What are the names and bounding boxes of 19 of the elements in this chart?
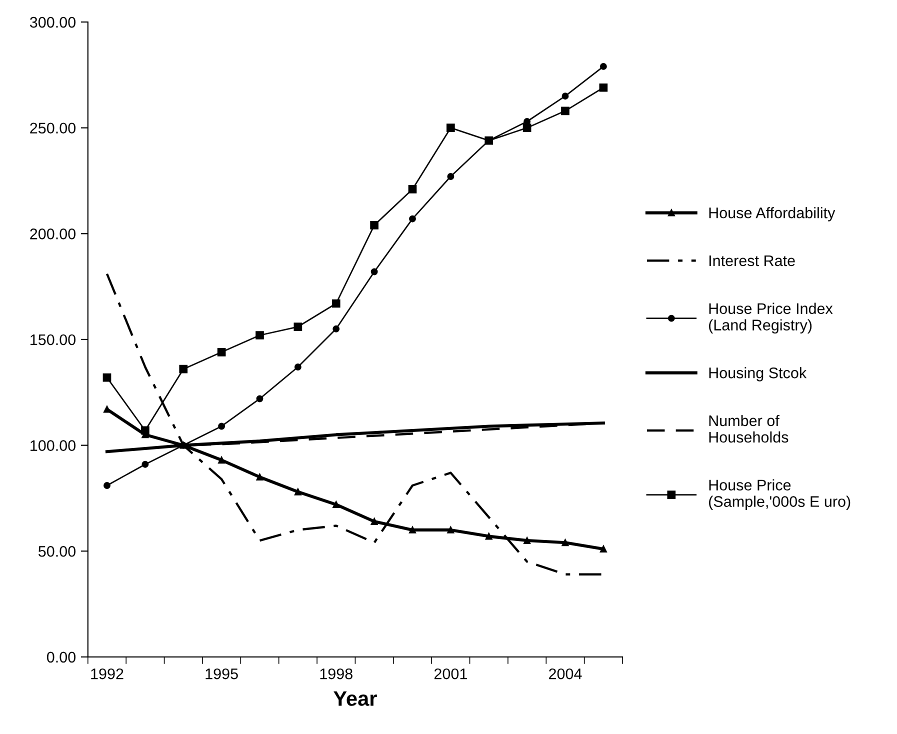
legend-label: Number of Households bbox=[709, 414, 788, 443]
x-tick-label: 1998 bbox=[320, 668, 352, 680]
x-tick-label: 1995 bbox=[206, 668, 238, 680]
y-tick-label: 0.00 bbox=[46, 652, 76, 663]
legend-label: Housing Stcok bbox=[709, 367, 807, 382]
x-tick-label: 2004 bbox=[549, 668, 582, 680]
legend-label: House Affordability bbox=[709, 207, 836, 222]
x-tick-label: 1992 bbox=[91, 668, 124, 680]
x-axis-title: Year bbox=[334, 691, 377, 706]
y-tick-label: 300.00 bbox=[30, 16, 76, 28]
x-tick-label: 2001 bbox=[434, 668, 467, 680]
legend-label: Interest Rate bbox=[709, 256, 795, 266]
y-tick-label: 50.00 bbox=[38, 546, 76, 557]
legend-label: House Price Index (Land Registry) bbox=[709, 302, 833, 334]
y-tick-label: 250.00 bbox=[30, 122, 76, 134]
y-tick-label: 200.00 bbox=[30, 228, 76, 240]
legend-label: House Price (Sample,'000s E uro) bbox=[709, 479, 850, 510]
y-tick-label: 100.00 bbox=[30, 440, 76, 451]
y-tick-label: 150.00 bbox=[30, 334, 76, 346]
